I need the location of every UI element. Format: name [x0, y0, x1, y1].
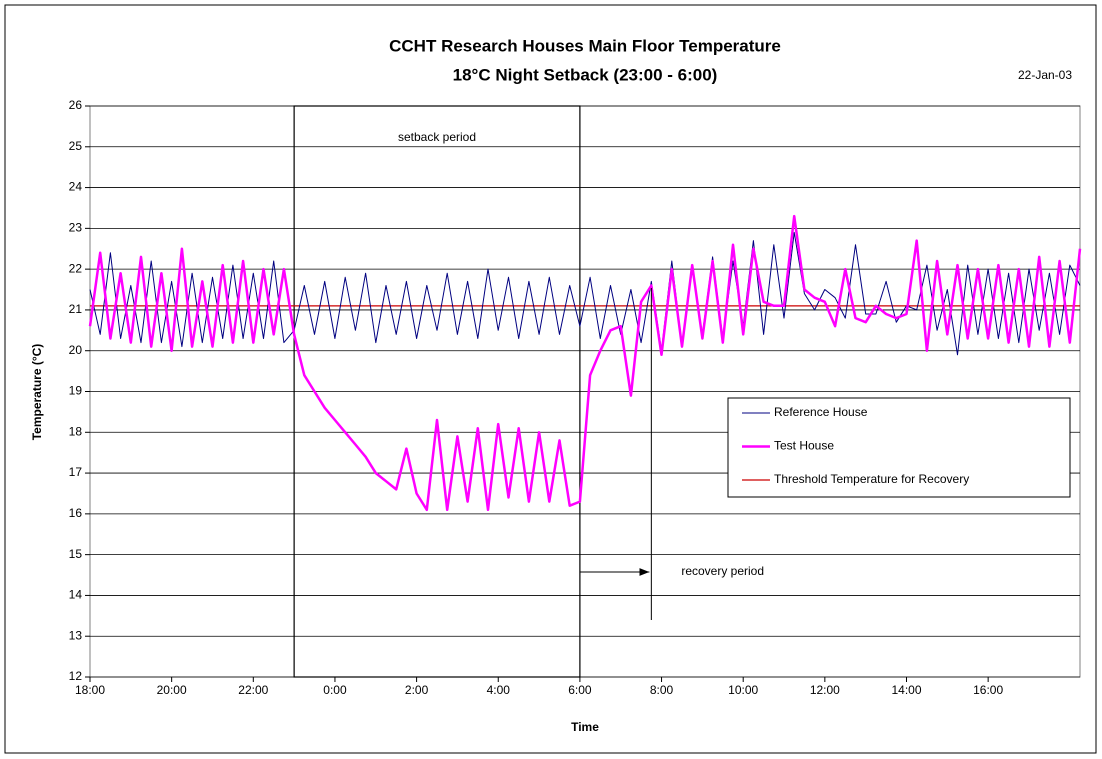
x-tick-label: 22:00 [238, 683, 268, 697]
x-tick-label: 20:00 [157, 683, 187, 697]
series-line [88, 214, 1082, 512]
y-tick-label: 21 [69, 302, 83, 316]
chart-title: CCHT Research Houses Main Floor Temperat… [389, 36, 781, 55]
y-tick-label: 20 [69, 343, 83, 357]
x-tick-label: 8:00 [650, 683, 674, 697]
y-tick-label: 15 [69, 547, 83, 561]
setback-box [293, 105, 581, 678]
y-tick-label: 22 [69, 261, 83, 275]
y-tick-label: 18 [69, 424, 83, 438]
recovery-label: recovery period [681, 564, 764, 578]
setback-label: setback period [398, 130, 476, 144]
chart-subtitle: 18°C Night Setback (23:00 - 6:00) [453, 65, 718, 84]
x-tick-label: 0:00 [323, 683, 347, 697]
y-tick-label: 26 [69, 98, 83, 112]
y-tick-label: 14 [69, 588, 83, 602]
legend-box [727, 397, 1071, 498]
x-tick-label: 4:00 [487, 683, 511, 697]
x-tick-label: 18:00 [75, 683, 105, 697]
legend-label: Test House [774, 439, 834, 453]
y-tick-label: 23 [69, 221, 83, 235]
y-tick-label: 16 [69, 506, 83, 520]
x-tick-label: 14:00 [891, 683, 921, 697]
x-tick-label: 10:00 [728, 683, 758, 697]
y-tick-label: 19 [69, 384, 83, 398]
y-tick-label: 25 [69, 139, 83, 153]
series-line [89, 231, 1081, 356]
y-axis-title: Temperature (°C) [30, 344, 44, 441]
x-axis-title: Time [571, 720, 599, 734]
x-tick-label: 2:00 [405, 683, 429, 697]
x-tick-label: 16:00 [973, 683, 1003, 697]
x-tick-label: 12:00 [810, 683, 840, 697]
y-tick-label: 24 [69, 180, 83, 194]
y-tick-label: 17 [69, 465, 83, 479]
legend-label: Threshold Temperature for Recovery [774, 472, 969, 486]
y-tick-label: 12 [69, 669, 83, 683]
x-tick-label: 6:00 [568, 683, 592, 697]
chart-date: 22-Jan-03 [1018, 68, 1072, 82]
y-tick-label: 13 [69, 628, 83, 642]
legend-label: Reference House [774, 405, 868, 419]
chart-frame [4, 4, 1097, 754]
